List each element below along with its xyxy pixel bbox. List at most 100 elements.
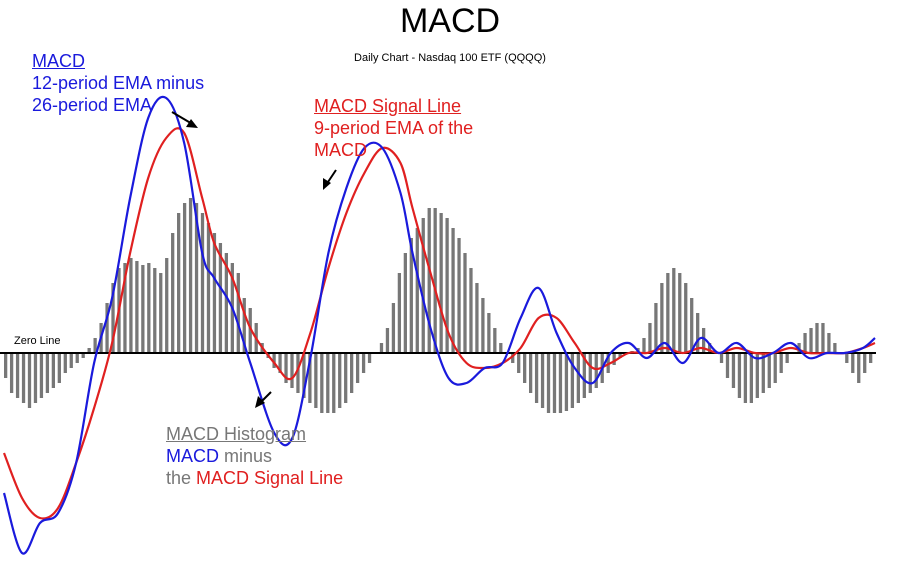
- histogram-bar: [93, 338, 97, 353]
- histogram-bar: [129, 258, 133, 353]
- histogram-bar: [779, 353, 783, 373]
- histogram-bar: [135, 261, 139, 353]
- histogram-bar: [415, 228, 419, 353]
- arrow-icon: [171, 111, 198, 128]
- histogram-bar: [147, 263, 151, 353]
- histogram-bar: [57, 353, 61, 383]
- histogram-bar: [302, 353, 306, 398]
- histogram-bar: [290, 353, 294, 388]
- histogram-bar: [666, 273, 670, 353]
- histogram-bar: [582, 353, 586, 398]
- histogram-bar: [87, 348, 91, 353]
- histogram-bar: [785, 353, 789, 363]
- histogram-bar: [194, 203, 199, 353]
- histogram-bar: [511, 353, 515, 363]
- histogram-bar: [385, 328, 390, 353]
- histogram-bar: [111, 283, 115, 353]
- histogram-bar: [206, 223, 211, 353]
- histogram-bar: [45, 353, 50, 393]
- histogram-bar: [707, 343, 712, 353]
- histogram-bar: [105, 303, 109, 353]
- histogram-bar: [445, 218, 449, 353]
- histogram-bar: [863, 353, 867, 373]
- macd-annotation-line1: 12-period EMA minus: [32, 73, 205, 93]
- histogram-bar: [827, 333, 831, 353]
- histogram-annotation-signal: MACD Signal Line: [196, 468, 344, 488]
- histogram-bar: [761, 353, 765, 393]
- histogram-bar: [75, 353, 79, 363]
- histogram-bar: [320, 353, 324, 413]
- macd-annotation: MACD 12-period EMA minus 26-period EMA: [32, 50, 204, 116]
- histogram-bar: [272, 353, 276, 368]
- histogram-bar: [499, 343, 503, 353]
- histogram-bar: [123, 263, 127, 353]
- histogram-bar: [326, 353, 330, 413]
- macd-annotation-heading: MACD: [32, 51, 85, 71]
- histogram-bar: [528, 353, 533, 393]
- histogram-bar: [278, 353, 282, 373]
- histogram-bar: [851, 353, 855, 373]
- annotation-arrows: [171, 111, 337, 408]
- zero-line-label: Zero Line: [14, 335, 61, 347]
- histogram-bar: [469, 268, 473, 353]
- histogram-bar: [767, 353, 771, 388]
- histogram-bar: [33, 353, 38, 403]
- histogram-bar: [159, 273, 163, 353]
- histogram-bar: [451, 228, 455, 353]
- histogram-bar: [439, 213, 443, 353]
- chart-title: MACD: [399, 2, 501, 40]
- histogram-bar: [361, 353, 366, 373]
- histogram-bar: [427, 208, 431, 353]
- histogram-bar: [165, 258, 169, 353]
- histogram-bar: [576, 353, 580, 403]
- histogram-bars: [4, 198, 873, 413]
- histogram-bar: [242, 298, 246, 353]
- histogram-bar: [397, 273, 402, 353]
- histogram-bar: [725, 353, 730, 378]
- histogram-bar: [21, 353, 26, 403]
- histogram-bar: [493, 328, 497, 353]
- histogram-bar: [833, 343, 837, 353]
- histogram-bar: [552, 353, 557, 413]
- histogram-bar: [15, 353, 20, 398]
- histogram-bar: [403, 253, 407, 353]
- histogram-bar: [182, 203, 187, 353]
- histogram-bar: [9, 353, 14, 393]
- histogram-bar: [350, 353, 354, 393]
- histogram-bar: [212, 233, 217, 353]
- histogram-bar: [308, 353, 312, 403]
- histogram-bar: [809, 328, 813, 353]
- histogram-bar: [69, 353, 73, 368]
- histogram-bar: [4, 353, 8, 378]
- histogram-bar: [719, 353, 724, 363]
- histogram-bar: [701, 328, 706, 353]
- histogram-bar: [27, 353, 32, 408]
- histogram-bar: [564, 353, 569, 411]
- histogram-bar: [660, 283, 664, 353]
- histogram-bar: [803, 333, 807, 353]
- histogram-bar: [344, 353, 348, 403]
- histogram-bar: [684, 283, 688, 353]
- histogram-bar: [332, 353, 336, 413]
- histogram-bar: [409, 238, 413, 353]
- signal-annotation: MACD Signal Line 9-period EMA of the MAC…: [314, 95, 473, 161]
- histogram-bar: [153, 268, 157, 353]
- histogram-annotation-heading: MACD Histogram: [166, 424, 307, 444]
- histogram-bar: [773, 353, 777, 383]
- histogram-bar: [612, 353, 616, 365]
- histogram-annotation-minus: minus: [219, 446, 273, 466]
- histogram-bar: [534, 353, 539, 403]
- histogram-bar: [248, 308, 252, 353]
- histogram-bar: [857, 353, 861, 383]
- signal-annotation-line1: 9-period EMA of the: [314, 118, 474, 138]
- histogram-bar: [481, 298, 485, 353]
- histogram-bar: [296, 353, 300, 393]
- histogram-bar: [379, 343, 384, 353]
- histogram-bar: [731, 353, 736, 388]
- histogram-bar: [475, 283, 479, 353]
- chart-subtitle: Daily Chart - Nasdaq 100 ETF (QQQQ): [354, 52, 546, 64]
- macd-annotation-line2: 26-period EMA: [32, 95, 153, 115]
- histogram-bar: [540, 353, 545, 408]
- histogram-bar: [218, 243, 223, 353]
